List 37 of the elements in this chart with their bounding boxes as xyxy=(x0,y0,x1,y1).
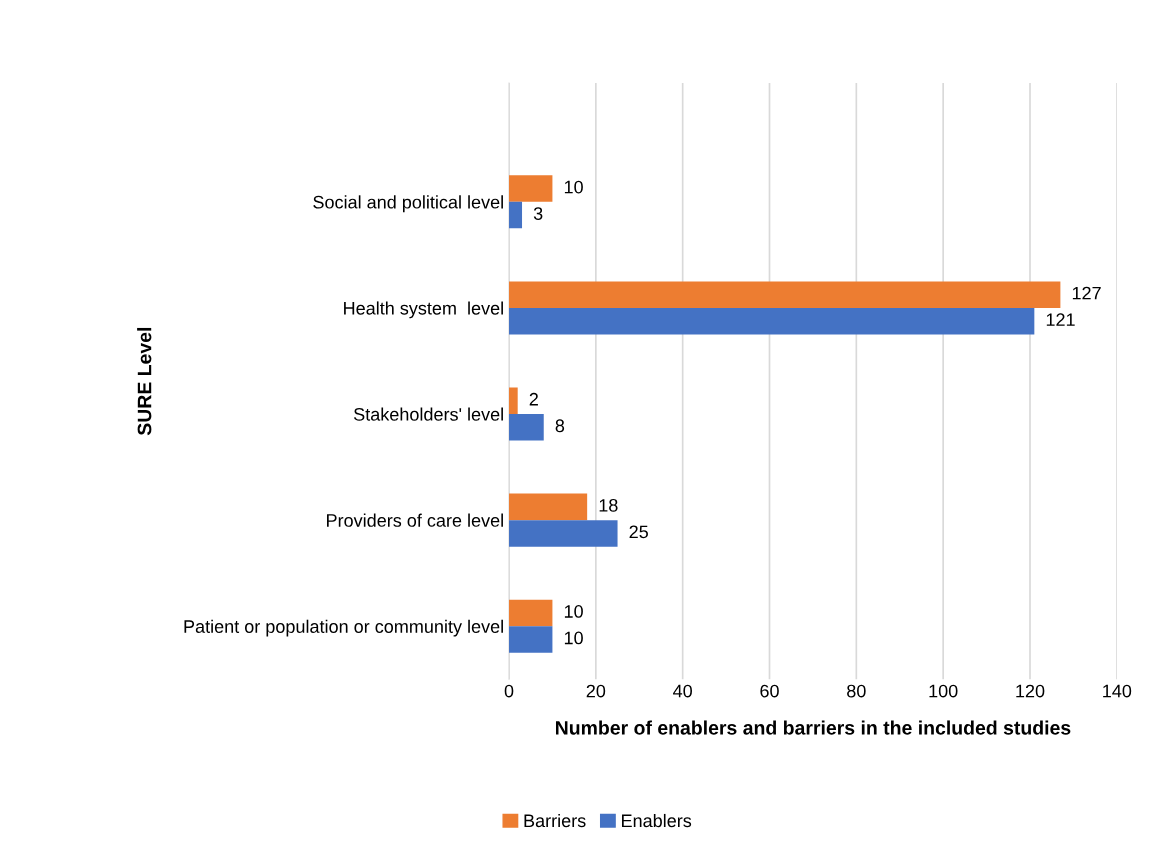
data-label: 25 xyxy=(629,525,648,539)
x-tick-label: 60 xyxy=(760,684,779,698)
y-tick-label: Patient or population or community level xyxy=(184,619,503,637)
y-tick-label: Stakeholders' level xyxy=(353,407,503,421)
data-label: 121 xyxy=(1046,313,1075,326)
x-tick-label: 100 xyxy=(929,684,958,698)
y-axis-title: SURE Level xyxy=(137,327,152,436)
y-tick-label: Providers of care level xyxy=(327,513,503,527)
bar xyxy=(509,599,553,627)
x-axis-title: Number of enablers and barriers in the included studies xyxy=(556,720,1071,735)
bar xyxy=(509,414,544,441)
x-tick-label: 120 xyxy=(1016,684,1045,698)
bar xyxy=(509,175,553,202)
x-tick-label: 20 xyxy=(586,684,606,698)
bar xyxy=(509,387,518,415)
y-tick-label: Social and political level xyxy=(313,195,503,213)
bar xyxy=(509,307,1035,335)
legend-label: Barriers xyxy=(524,813,586,828)
data-label: 8 xyxy=(555,419,565,433)
data-label: 2 xyxy=(529,392,538,406)
x-tick-label: 140 xyxy=(1103,684,1132,698)
x-tick-label: 80 xyxy=(847,684,866,698)
legend-label: Enablers xyxy=(622,813,692,828)
x-tick-label: 0 xyxy=(504,684,514,698)
bar xyxy=(509,201,523,229)
data-label: 10 xyxy=(564,605,583,618)
bar xyxy=(509,626,553,653)
bar xyxy=(509,520,618,547)
data-label: 18 xyxy=(599,498,618,512)
x-tick-label: 40 xyxy=(673,684,693,698)
data-label: 127 xyxy=(1072,286,1101,300)
bar xyxy=(509,281,1061,308)
data-label: 10 xyxy=(564,631,583,645)
data-label: 3 xyxy=(533,207,543,220)
bar xyxy=(509,493,588,521)
y-tick-label: Health system level xyxy=(344,301,503,319)
data-label: 10 xyxy=(564,180,583,194)
